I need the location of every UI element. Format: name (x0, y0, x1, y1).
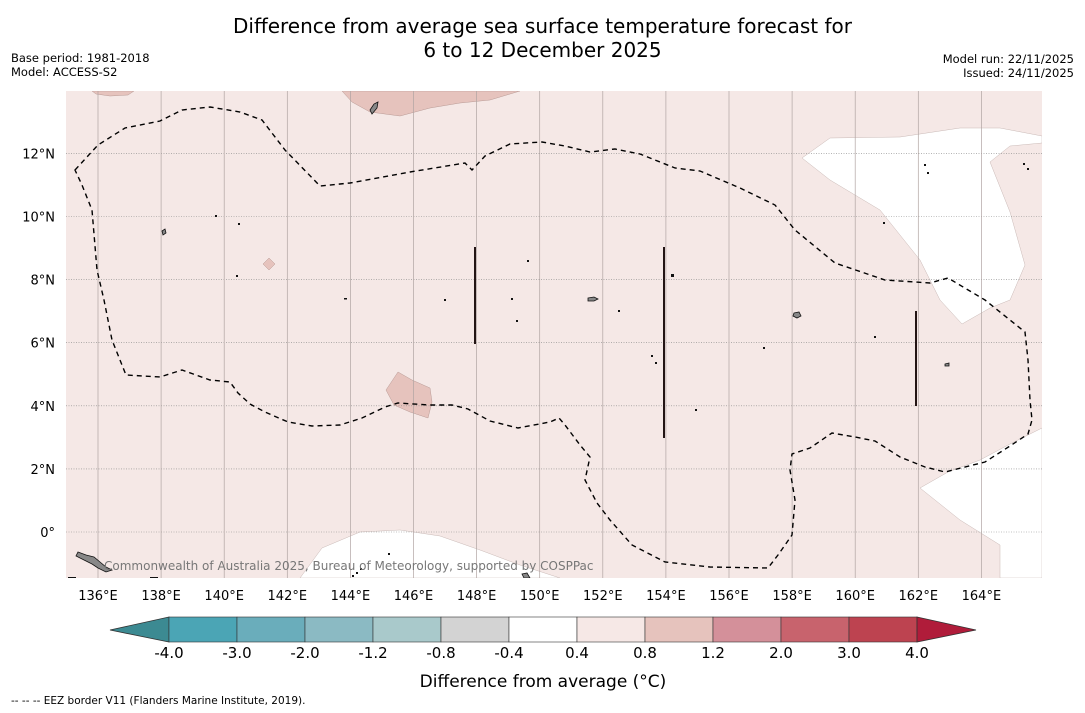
lon-tick-label: 140°E (204, 589, 244, 604)
colorbar-tick-label: 3.0 (837, 644, 861, 662)
warmer-region-small (262, 257, 276, 271)
island-yap (161, 228, 167, 236)
colorbar-segment (712, 616, 782, 643)
island-kosrae (944, 362, 950, 367)
lat-tick-label: 0° (40, 526, 55, 541)
lon-tick-label: 156°E (709, 589, 749, 604)
lat-tick-label: 12°N (22, 147, 55, 162)
lon-tick-label: 150°E (520, 589, 560, 604)
warmer-region-topleft (91, 91, 135, 97)
lon-tick-label: 138°E (141, 589, 181, 604)
lon-tick-label: 160°E (835, 589, 875, 604)
model-text: Model: ACCESS-S2 (11, 65, 118, 79)
lon-tick-label: 146°E (394, 589, 434, 604)
colorbar-segment (304, 616, 374, 643)
latitude-labels: 12°N 10°N 8°N 6°N 4°N 2°N 0° (22, 147, 55, 541)
warmer-region-central (385, 371, 433, 419)
colorbar-segment (236, 616, 306, 643)
lat-tick-label: 2°N (31, 463, 56, 478)
lon-tick-label: 142°E (268, 589, 308, 604)
colorbar-tick-labels: -4.0 -3.0 -2.0 -1.2 -0.8 -0.4 0.4 0.8 1.2 2.0 3.0 4… (154, 644, 929, 662)
title-line-2: 6 to 12 December 2025 (423, 38, 662, 62)
graticule (66, 91, 1042, 578)
lon-tick-label: 136°E (78, 589, 118, 604)
colorbar-tick-label: 4.0 (905, 644, 929, 662)
near-average-region-south (299, 529, 561, 578)
lon-tick-label: 144°E (331, 589, 371, 604)
colorbar: -4.0 -3.0 -2.0 -1.2 -0.8 -0.4 0.4 0.8 1.2 2.0 3.0 4… (109, 616, 977, 692)
lon-tick-label: 154°E (646, 589, 686, 604)
meta-left: Base period: 1981-2018 Model: ACCESS-S2 (11, 51, 150, 79)
near-average-region-east (801, 127, 1042, 325)
colorbar-segment (644, 616, 714, 643)
longitude-labels: 136°E 138°E 140°E 142°E 144°E 146°E 148°E 150°E… (78, 589, 1001, 604)
footnote: -- -- -- EEZ border V11 (Flanders Marine… (11, 695, 306, 707)
colorbar-tick-label: -2.0 (290, 644, 319, 662)
lat-tick-label: 6°N (31, 337, 56, 352)
colorbar-segment (576, 616, 646, 643)
colorbar-over-arrow (916, 616, 977, 643)
title-line-1: Difference from average sea surface temp… (232, 14, 852, 38)
model-run-text: Model run: 22/11/2025 (942, 52, 1074, 66)
island-small-south (521, 572, 531, 578)
warmer-region-north (341, 91, 521, 117)
colorbar-tick-label: 2.0 (769, 644, 793, 662)
colorbar-tick-label: 0.8 (633, 644, 657, 662)
island-palau (75, 551, 114, 573)
colorbar-tick-label: -3.0 (222, 644, 251, 662)
island-pohnpei (792, 311, 802, 319)
atoll-dots (68, 163, 1029, 578)
colorbar-segment (168, 616, 238, 643)
island-chuuk (587, 296, 599, 302)
meta-right: Model run: 22/11/2025 Issued: 24/11/2025 (943, 52, 1074, 80)
base-period-text: Base period: 1981-2018 (11, 51, 150, 65)
map-area: Commonwealth of Australia 2025, Bureau o… (66, 91, 1042, 578)
colorbar-label: Difference from average (°C) (420, 672, 667, 692)
chart-title: Difference from average sea surface temp… (0, 14, 1085, 62)
colorbar-tick-label: -4.0 (154, 644, 183, 662)
colorbar-segment (440, 616, 510, 643)
eez-border (74, 106, 1033, 569)
lon-tick-label: 164°E (962, 589, 1002, 604)
colorbar-segment (780, 616, 850, 643)
lon-tick-label: 148°E (457, 589, 497, 604)
colorbar-segment (848, 616, 918, 643)
lat-tick-label: 4°N (31, 400, 56, 415)
colorbar-segment (508, 616, 578, 643)
lon-tick-label: 162°E (899, 589, 939, 604)
colorbar-tick-label: 0.4 (565, 644, 589, 662)
colorbar-under-arrow (109, 616, 170, 643)
colorbar-tick-label: -0.8 (426, 644, 455, 662)
island-guam-area (369, 101, 379, 115)
colorbar-tick-label: -0.4 (494, 644, 523, 662)
lon-tick-label: 158°E (772, 589, 812, 604)
issued-text: Issued: 24/11/2025 (963, 66, 1074, 80)
lat-tick-label: 10°N (22, 211, 55, 226)
colorbar-tick-label: 1.2 (701, 644, 725, 662)
lon-tick-label: 152°E (583, 589, 623, 604)
attribution-text: Commonwealth of Australia 2025, Bureau o… (104, 559, 594, 573)
near-average-region-southeast (919, 427, 1042, 578)
colorbar-tick-label: -1.2 (358, 644, 387, 662)
lat-tick-label: 8°N (31, 274, 56, 289)
colorbar-segment (372, 616, 442, 643)
colorbar-segments (168, 616, 918, 643)
